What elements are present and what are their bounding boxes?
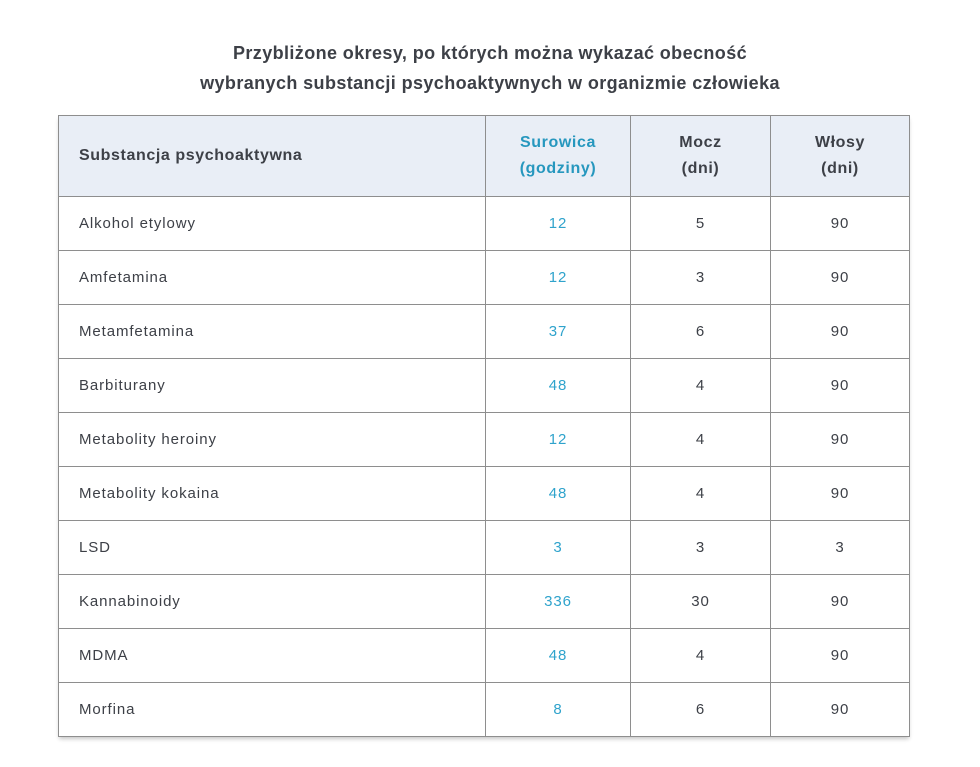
column-header-urine-unit: (dni)	[681, 160, 720, 177]
column-header-urine-label: Mocz	[679, 134, 722, 151]
cell-urine-days: 30	[630, 574, 771, 629]
column-header-serum: Surowica (godziny)	[485, 115, 631, 197]
cell-serum-hours: 48	[485, 358, 631, 413]
cell-serum-hours: 48	[485, 466, 631, 521]
cell-substance: LSD	[58, 520, 486, 575]
cell-hair-days: 90	[770, 196, 910, 251]
cell-substance: Metabolity heroiny	[58, 412, 486, 467]
cell-serum-hours: 12	[485, 412, 631, 467]
table-row: Barbiturany 48 4 90	[58, 358, 910, 413]
column-header-serum-unit: (godziny)	[519, 160, 597, 177]
cell-urine-days: 4	[630, 628, 771, 683]
cell-serum-hours: 12	[485, 196, 631, 251]
cell-serum-hours: 12	[485, 250, 631, 305]
cell-urine-days: 4	[630, 412, 771, 467]
detection-times-table: Substancja psychoaktywna Surowica (godzi…	[58, 115, 910, 737]
cell-hair-days: 90	[770, 628, 910, 683]
cell-substance: Amfetamina	[58, 250, 486, 305]
table-body: Alkohol etylowy 12 5 90 Amfetamina 12 3 …	[58, 196, 910, 737]
cell-serum-hours: 8	[485, 682, 631, 737]
cell-hair-days: 90	[770, 574, 910, 629]
cell-serum-hours: 3	[485, 520, 631, 575]
table-header-row: Substancja psychoaktywna Surowica (godzi…	[58, 115, 910, 197]
table-row: Kannabinoidy 336 30 90	[58, 574, 910, 629]
cell-hair-days: 3	[770, 520, 910, 575]
cell-serum-hours: 48	[485, 628, 631, 683]
table-row: Metabolity heroiny 12 4 90	[58, 412, 910, 467]
cell-substance: MDMA	[58, 628, 486, 683]
table-row: MDMA 48 4 90	[58, 628, 910, 683]
table-row: LSD 3 3 3	[58, 520, 910, 575]
column-header-hair: Włosy (dni)	[770, 115, 910, 197]
cell-urine-days: 6	[630, 304, 771, 359]
cell-hair-days: 90	[770, 358, 910, 413]
column-header-hair-unit: (dni)	[821, 160, 859, 177]
page-title-line1: Przybliżone okresy, po których można wyk…	[232, 43, 748, 63]
cell-substance: Barbiturany	[58, 358, 486, 413]
column-header-substance-label: Substancja psychoaktywna	[79, 147, 303, 164]
cell-hair-days: 90	[770, 412, 910, 467]
cell-serum-hours: 336	[485, 574, 631, 629]
cell-hair-days: 90	[770, 304, 910, 359]
cell-urine-days: 5	[630, 196, 771, 251]
cell-substance: Alkohol etylowy	[58, 196, 486, 251]
cell-substance: Morfina	[58, 682, 486, 737]
page-title-line2: wybranych substancji psychoaktywnych w o…	[200, 73, 780, 93]
table-row: Metabolity kokaina 48 4 90	[58, 466, 910, 521]
cell-hair-days: 90	[770, 466, 910, 521]
cell-urine-days: 6	[630, 682, 771, 737]
table-row: Metamfetamina 37 6 90	[58, 304, 910, 359]
cell-urine-days: 4	[630, 466, 771, 521]
cell-substance: Kannabinoidy	[58, 574, 486, 629]
cell-urine-days: 3	[630, 250, 771, 305]
cell-substance: Metabolity kokaina	[58, 466, 486, 521]
table-row: Amfetamina 12 3 90	[58, 250, 910, 305]
column-header-serum-label: Surowica	[520, 134, 596, 151]
cell-urine-days: 4	[630, 358, 771, 413]
cell-substance: Metamfetamina	[58, 304, 486, 359]
cell-hair-days: 90	[770, 250, 910, 305]
table-row: Alkohol etylowy 12 5 90	[58, 196, 910, 251]
column-header-hair-label: Włosy	[814, 134, 866, 151]
cell-serum-hours: 37	[485, 304, 631, 359]
cell-hair-days: 90	[770, 682, 910, 737]
page-title: Przybliżone okresy, po których można wyk…	[0, 38, 980, 98]
table-header: Substancja psychoaktywna Surowica (godzi…	[58, 115, 910, 197]
column-header-substance: Substancja psychoaktywna	[58, 115, 486, 197]
table-row: Morfina 8 6 90	[58, 682, 910, 737]
column-header-urine: Mocz (dni)	[630, 115, 771, 197]
cell-urine-days: 3	[630, 520, 771, 575]
